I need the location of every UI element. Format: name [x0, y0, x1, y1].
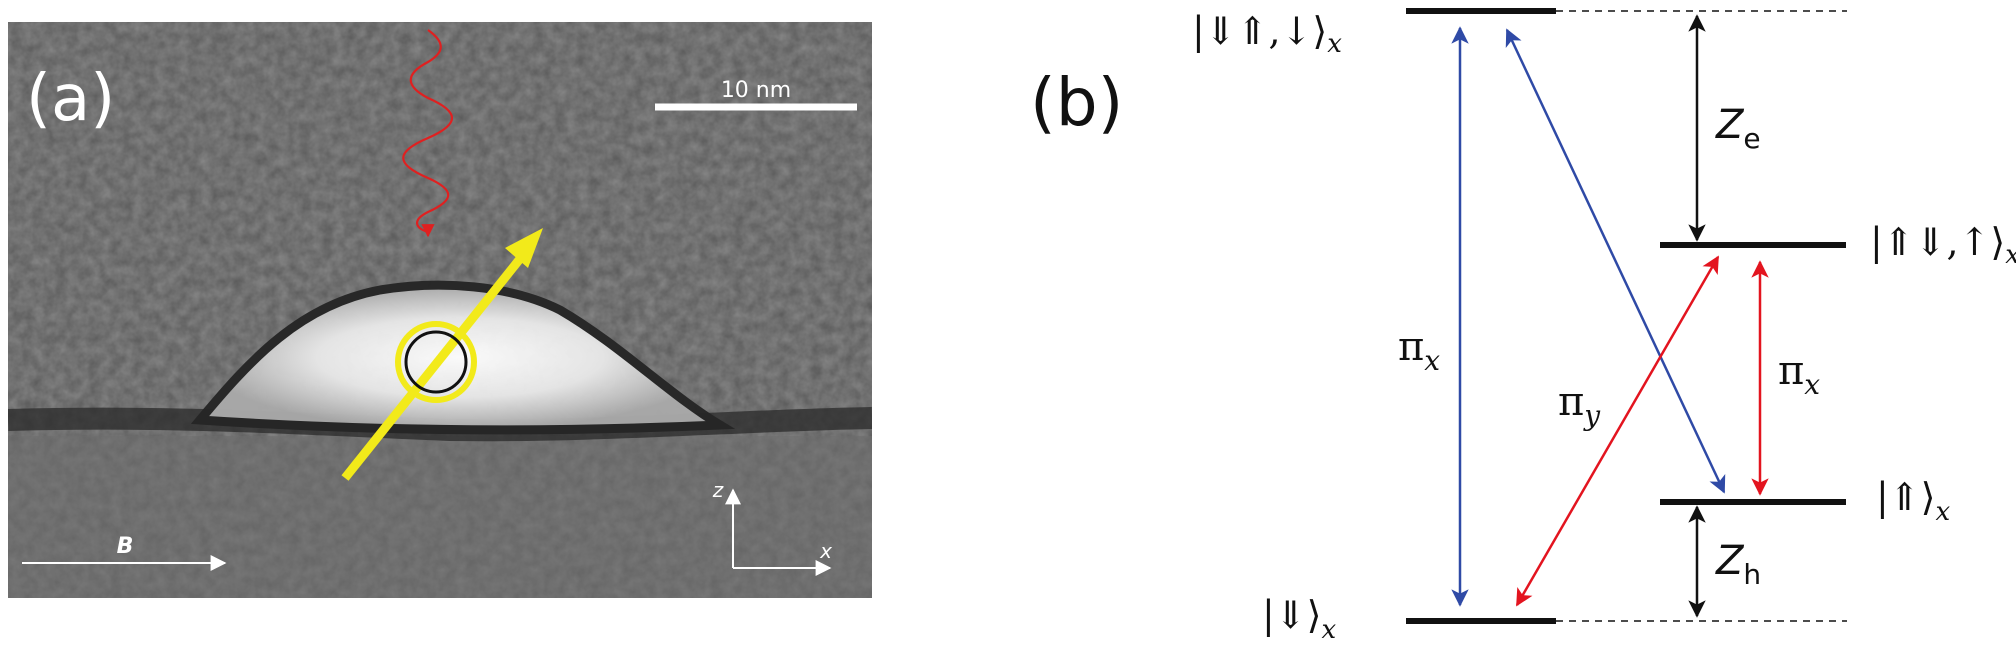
- transition-label-pi-x-right: πx: [1778, 348, 1820, 401]
- axis-z-label: z: [712, 478, 724, 502]
- spin-arrow: [341, 252, 527, 481]
- state-label-excited-upper: |⇓⇑,↓⟩x: [1192, 9, 1342, 59]
- transition-label-pi-y: πy: [1558, 379, 1601, 432]
- hole-splitting-label: Zh: [1715, 538, 1761, 591]
- spin-circle-outer: [395, 321, 477, 403]
- transition-blue-diagonal: [1505, 28, 1726, 494]
- panel-a-label: (a): [26, 62, 115, 136]
- state-label-excited-lower: |⇑⇓,↑⟩x: [1870, 220, 2016, 270]
- spin-circle-inner: [404, 330, 468, 394]
- state-label-ground-upper: |⇑⟩x: [1876, 475, 1950, 527]
- photon-wave-icon: [402, 29, 454, 238]
- tem-image: [8, 22, 872, 598]
- b-field-label: B: [117, 534, 134, 559]
- quantum-dot: [190, 280, 736, 435]
- spin-arrow-head: [505, 228, 543, 268]
- panel-b: (b) |⇓⇑,↓⟩x |⇑⇓,↑⟩x |⇑⟩x |⇓⟩x: [1030, 8, 2016, 645]
- electron-splitting-label: Ze: [1715, 102, 1761, 155]
- axis-x-label: x: [819, 539, 832, 563]
- transition-label-pi-x-left: πx: [1398, 324, 1440, 377]
- panel-a: (a) 10 nm B z x: [8, 22, 872, 598]
- state-label-ground-lower: |⇓⟩x: [1262, 593, 1336, 645]
- transition-pi-y: [1515, 255, 1720, 607]
- panel-b-label: (b): [1030, 64, 1123, 141]
- axes-icon: [725, 488, 832, 576]
- scale-bar-label: 10 nm: [721, 78, 791, 103]
